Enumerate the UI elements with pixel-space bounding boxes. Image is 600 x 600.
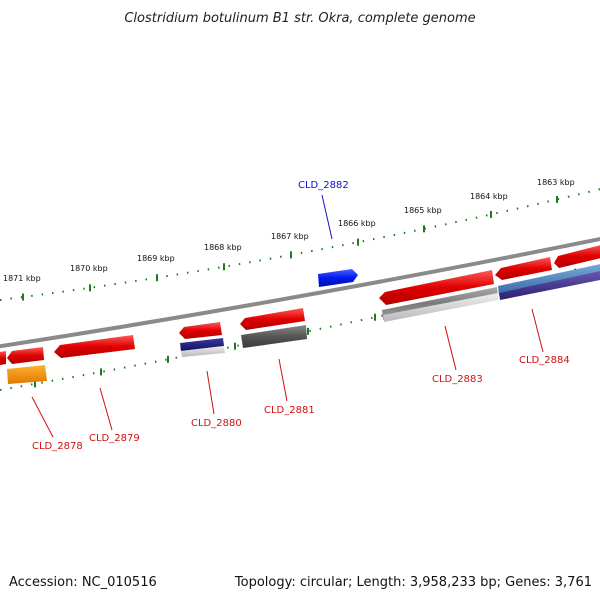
gene-label-CLD_2878[interactable]: CLD_2878: [32, 441, 83, 452]
gene-arrow[interactable]: [7, 347, 44, 364]
annotation-bar-steel: [498, 264, 600, 295]
leader-CLD_2879: [99, 387, 113, 431]
kbp-label-1868: 1868 kbp: [204, 243, 242, 252]
annotation-bar-orange: [7, 365, 47, 384]
gene-arrow-fragment[interactable]: [0, 351, 6, 365]
gene-label-CLD_2880[interactable]: CLD_2880: [191, 418, 242, 429]
kbp-label-1865: 1865 kbp: [404, 206, 442, 215]
gene-label-CLD_2883[interactable]: CLD_2883: [432, 374, 483, 385]
gene-feature-CLD_2879[interactable]: [54, 335, 135, 358]
upper-minor-ticks: [0, 188, 600, 301]
annotation-bar-light: [383, 293, 498, 322]
gene-arrow[interactable]: [318, 269, 358, 287]
gene-arrow[interactable]: [240, 308, 305, 330]
gene-feature-CLD_2884[interactable]: [495, 244, 600, 300]
gene-arrow[interactable]: [379, 270, 494, 305]
kbp-label-1863: 1863 kbp: [537, 178, 575, 187]
gene-feature-CLD_2882[interactable]: [318, 269, 358, 287]
kbp-label-1866: 1866 kbp: [338, 219, 376, 228]
gene-feature-CLD_2883[interactable]: [379, 270, 498, 322]
annotation-bar-light: [181, 346, 225, 357]
gene-feature-CLD_2881[interactable]: [240, 308, 307, 348]
genome-summary-text: Topology: circular; Length: 3,958,233 bp…: [234, 575, 592, 590]
annotation-bar-navy: [180, 338, 224, 351]
leader-CLD_2880: [206, 370, 215, 415]
gene-label-CLD_2884[interactable]: CLD_2884: [519, 355, 570, 366]
leader-CLD_2878: [31, 396, 54, 438]
leader-CLD_2882: [321, 194, 333, 240]
map-title: Clostridium botulinum B1 str. Okra, comp…: [124, 11, 475, 26]
annotation-bar-dark: [241, 325, 307, 348]
leader-CLD_2884: [531, 308, 544, 353]
gene-arrow[interactable]: [179, 322, 222, 339]
genome-backbone: [0, 236, 600, 349]
kbp-label-1867: 1867 kbp: [271, 232, 309, 241]
leader-CLD_2883: [444, 325, 457, 371]
gene-label-CLD_2881[interactable]: CLD_2881: [264, 405, 315, 416]
gene-feature-CLD_2880[interactable]: [179, 322, 225, 357]
annotation-bar-purple: [499, 271, 600, 300]
upper-major-ticks: [22, 195, 558, 301]
gene-label-CLD_2879[interactable]: CLD_2879: [89, 433, 140, 444]
gene-arrow[interactable]: [54, 335, 135, 358]
gene-label-CLD_2882[interactable]: CLD_2882: [298, 180, 349, 191]
gene-arrow-next[interactable]: [554, 244, 600, 268]
accession-text: Accession: NC_010516: [9, 575, 157, 590]
gene-feature-CLD_2878[interactable]: [0, 347, 47, 384]
label-leaders: [31, 194, 544, 438]
upper-tick-track: [0, 188, 600, 301]
kbp-label-1864: 1864 kbp: [470, 192, 508, 201]
kbp-label-1869: 1869 kbp: [137, 254, 175, 263]
kbp-label-1870: 1870 kbp: [70, 264, 108, 273]
kbp-label-1871: 1871 kbp: [3, 274, 41, 283]
leader-CLD_2881: [278, 358, 288, 402]
gene-arrow[interactable]: [495, 257, 552, 280]
